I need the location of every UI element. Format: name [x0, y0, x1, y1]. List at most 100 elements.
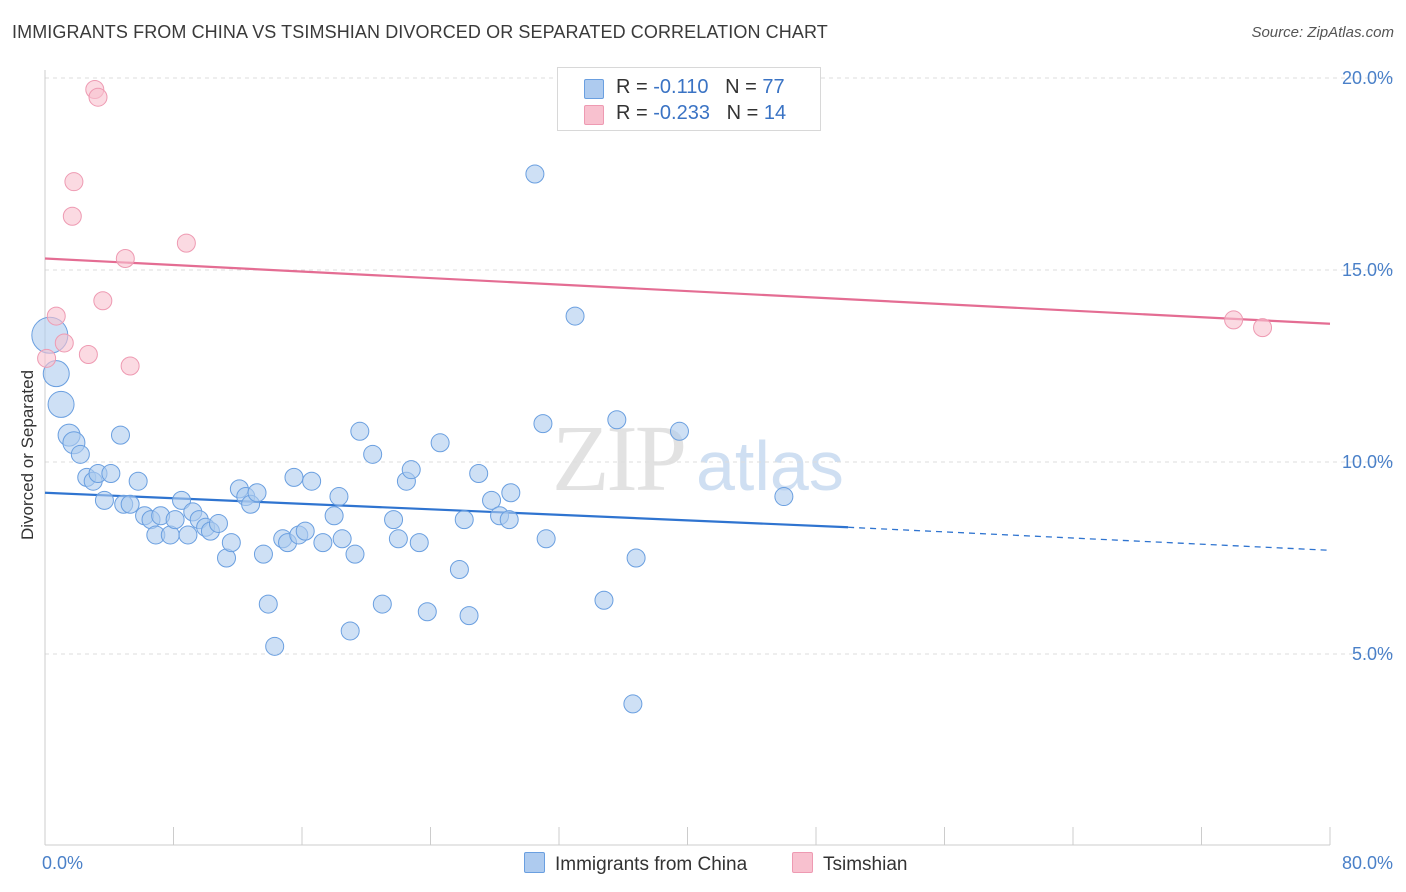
tsimshian-n-label: N =	[726, 102, 764, 124]
china-point	[253, 544, 273, 564]
watermark-atlas: atlas	[696, 427, 844, 505]
china-point	[284, 467, 304, 487]
china-r-value: -0.110	[653, 76, 709, 98]
china-point	[345, 544, 365, 564]
china-point	[265, 636, 285, 656]
china-n-label: N =	[725, 76, 763, 98]
china-point	[430, 433, 450, 453]
china-point	[533, 414, 553, 434]
tsimshian-point	[78, 344, 98, 364]
x-tick-label: 80.0%	[1342, 853, 1393, 873]
china-point	[350, 421, 370, 441]
china-point	[208, 513, 228, 533]
tsimshian-point	[1253, 318, 1273, 338]
china-point	[594, 590, 614, 610]
china-point	[94, 490, 114, 510]
legend-item-china[interactable]: Immigrants from China	[524, 852, 747, 876]
grid-layer	[45, 77, 1393, 655]
china-point	[669, 421, 689, 441]
china-swatch	[584, 79, 604, 99]
source-label: Source: ZipAtlas.com	[1251, 24, 1394, 41]
china-point	[221, 533, 241, 553]
china-point	[258, 594, 278, 614]
china-point	[340, 621, 360, 641]
tsimshian-point	[54, 333, 74, 353]
china-point	[101, 464, 121, 484]
china-point	[120, 494, 140, 514]
tsimshian-point	[176, 233, 196, 253]
china-point	[295, 521, 315, 541]
tsimshian-stats: R = -0.233 N = 14	[616, 102, 786, 125]
tsimshian-point	[46, 306, 66, 326]
tsimshian-point	[1224, 310, 1244, 330]
legend-item-tsimshian[interactable]: Tsimshian	[792, 852, 907, 876]
legend-tsimshian-swatch	[792, 852, 813, 873]
china-point	[178, 525, 198, 545]
china-point	[774, 487, 794, 507]
tsimshian-point	[88, 87, 108, 107]
trend-line-china-extension	[848, 526, 1331, 551]
legend-china-label: Immigrants from China	[555, 854, 748, 875]
tsimshian-point	[37, 348, 57, 368]
china-stats: R = -0.110 N = 77	[616, 76, 785, 99]
china-point	[623, 694, 643, 714]
china-point	[172, 490, 192, 510]
china-point	[372, 594, 392, 614]
tsimshian-n-value: 14	[763, 102, 787, 124]
china-point	[454, 510, 474, 530]
china-point	[302, 471, 322, 491]
china-n-value: 77	[762, 76, 785, 98]
china-point	[388, 529, 408, 549]
china-point	[384, 510, 404, 530]
tsimshian-point	[64, 172, 84, 192]
china-point	[536, 529, 556, 549]
china-point	[110, 425, 130, 445]
tsimshian-point	[62, 206, 82, 226]
china-point	[565, 306, 585, 326]
china-point	[482, 490, 502, 510]
china-point	[313, 533, 333, 553]
y-axis-title: Divorced or Separated	[18, 370, 37, 540]
y-tick-label: 20.0%	[1342, 68, 1393, 88]
china-point	[626, 548, 646, 568]
y-tick-label: 15.0%	[1342, 260, 1393, 280]
china-point	[607, 410, 627, 430]
china-point	[47, 390, 75, 418]
china-point	[417, 602, 437, 622]
label-layer: 5.0% 10.0% 15.0% 20.0% 0.0% 80.0% Divorced or …	[18, 68, 1393, 873]
tsimshian-r-value: -0.233	[653, 102, 710, 124]
trend-line-tsimshian	[44, 257, 1331, 325]
china-point	[70, 444, 90, 464]
china-point	[409, 533, 429, 553]
china-point	[128, 471, 148, 491]
china-point	[501, 483, 521, 503]
tsimshian-r-label: R =	[616, 102, 654, 124]
china-point	[329, 487, 349, 507]
china-point	[469, 464, 489, 484]
y-tick-label: 10.0%	[1342, 452, 1393, 472]
china-point	[459, 606, 479, 626]
china-point	[499, 510, 519, 530]
china-r-label: R =	[616, 76, 654, 98]
china-point	[449, 560, 469, 580]
y-tick-label: 5.0%	[1352, 644, 1393, 664]
china-point	[525, 164, 545, 184]
tsimshian-point	[120, 356, 140, 376]
china-point	[332, 529, 352, 549]
x-tick-label: 0.0%	[42, 853, 83, 873]
tsimshian-point	[93, 291, 113, 311]
chart-title: IMMIGRANTS FROM CHINA VS TSIMSHIAN DIVOR…	[12, 22, 828, 42]
trend-layer	[44, 257, 1331, 551]
tsimshian-swatch	[584, 105, 604, 125]
axis-layer	[44, 70, 1331, 846]
china-point	[247, 483, 267, 503]
china-point	[363, 444, 383, 464]
china-point	[324, 506, 344, 526]
legend-china-swatch	[524, 852, 545, 873]
china-point	[401, 460, 421, 480]
stats-legend: R = -0.110 N = 77 R = -0.233 N = 14	[557, 67, 821, 131]
legend-tsimshian-label: Tsimshian	[823, 854, 908, 875]
tsimshian-point	[115, 248, 135, 268]
china-point	[165, 510, 185, 530]
